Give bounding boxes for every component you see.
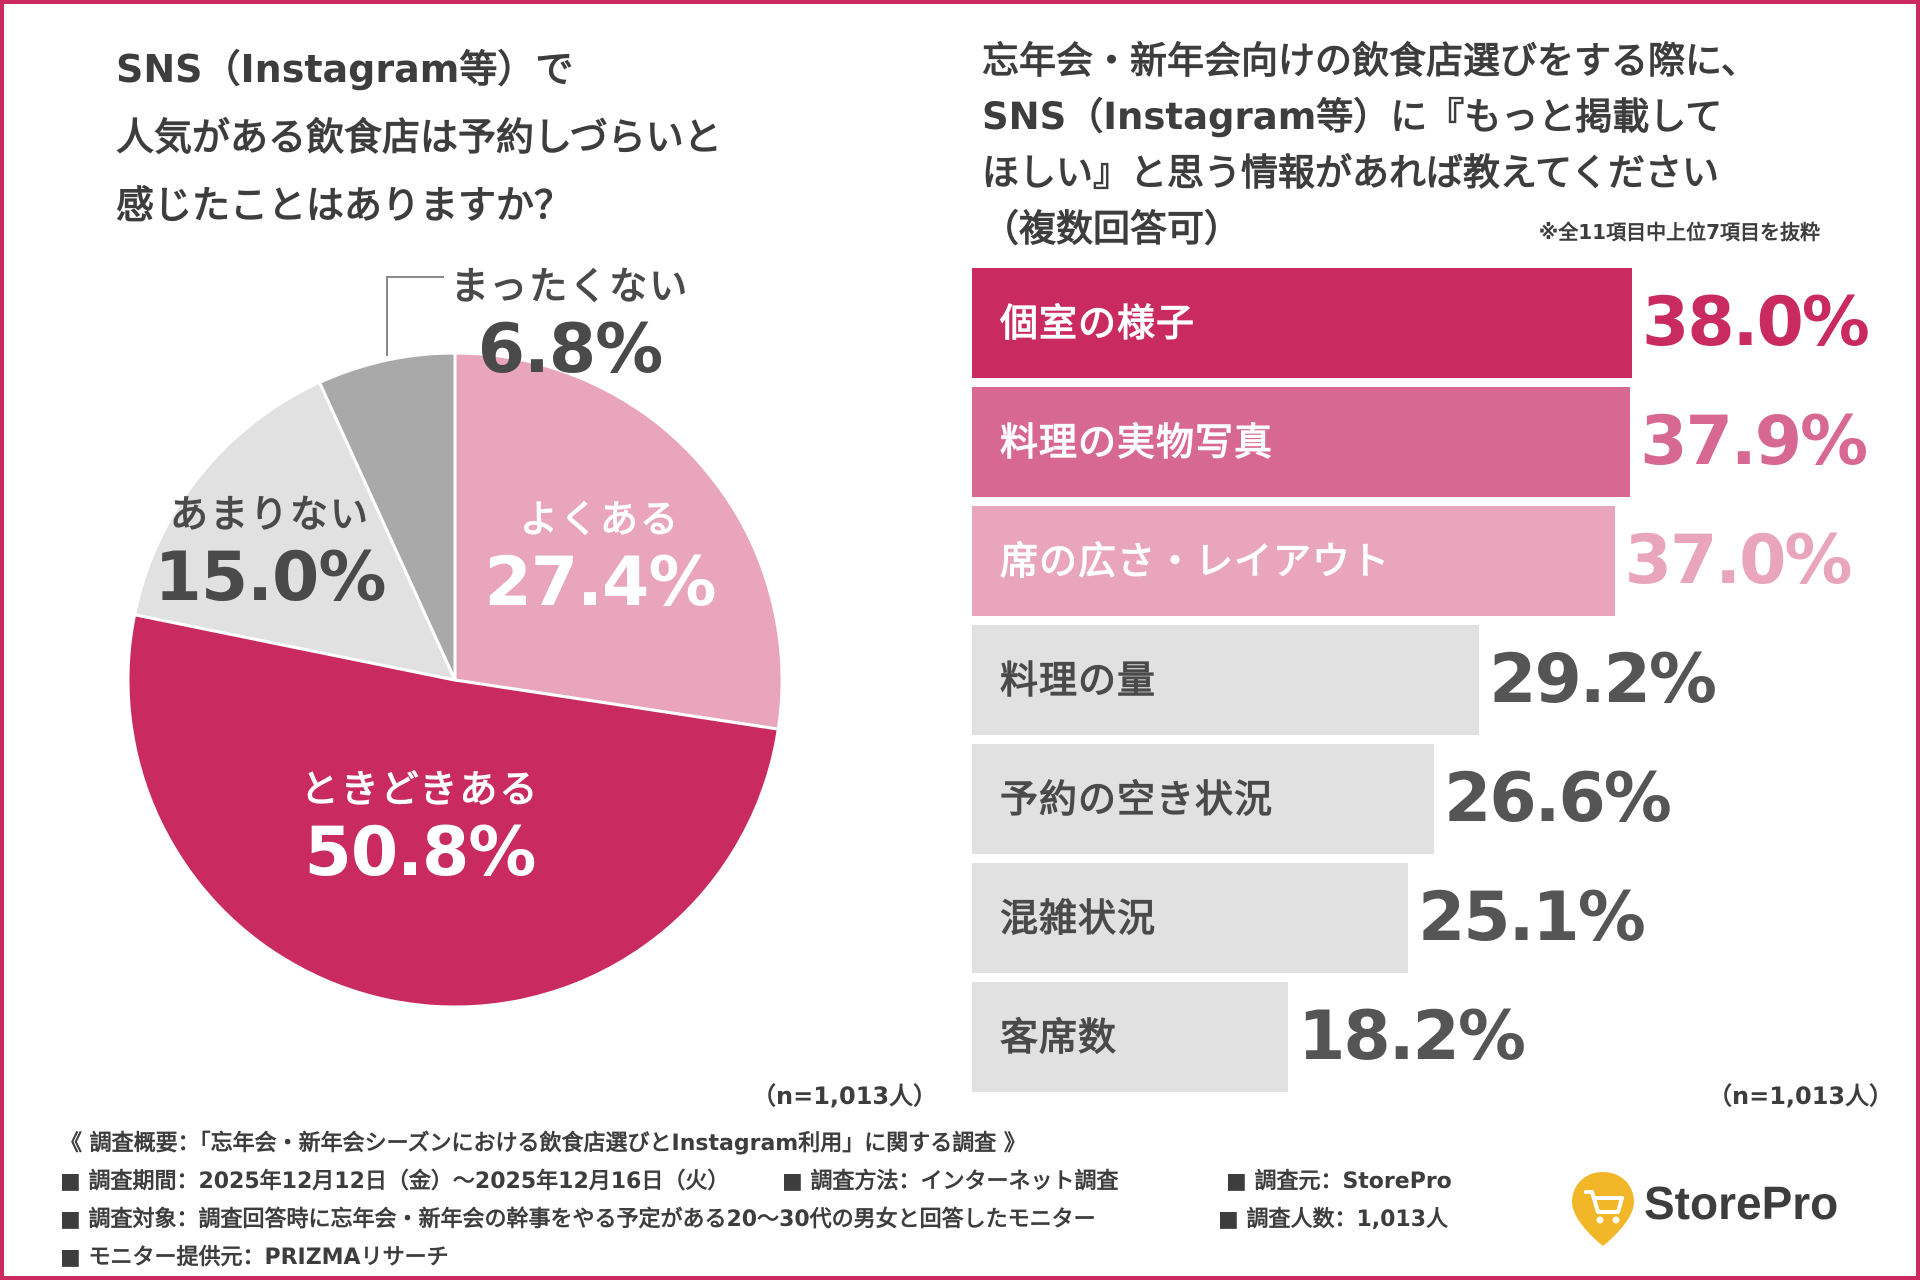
survey-method: ■ 調査方法：インターネット調査 [782,1169,1119,1194]
bar-value-label: 38.0% [1642,283,1870,362]
leader-line [386,276,388,356]
pie-slice-name: あまりない [169,492,371,536]
bar-value-label: 37.9% [1640,402,1868,481]
pie-slice-value: 15.0% [154,538,387,617]
bar-label: 席の広さ・レイアウト [1000,539,1391,583]
bar-rect [972,863,1408,973]
bar-value-label: 29.2% [1489,640,1717,719]
pie-slice-value: 6.8% [477,310,664,389]
bar-title-line: （複数回答可） [982,207,1241,250]
pie-slice-1 [126,612,780,1009]
pie-label-mattaku-nai: まったくない 6.8% [451,255,689,389]
bar-label: 料理の量 [1000,658,1157,702]
pie-slice-name: まったくない [450,264,690,308]
bar-label: 料理の実物写真 [1000,420,1274,464]
pie-title-line: SNS（Instagram等）で [116,47,574,91]
pie-slice-name: ときどきある [300,767,540,811]
survey-period: ■ 調査期間：2025年12月12日（金）〜2025年12月16日（火） [60,1169,730,1194]
shopping-cart-pin-icon [1572,1172,1634,1246]
pie-title-line: 感じたことはありますか？ [116,183,573,227]
leader-line [386,276,444,278]
survey-count: ■ 調査人数：1,013人 [1218,1207,1449,1232]
bar-sample-note: （n=1,013人） [1708,1082,1894,1110]
bar-rect [972,625,1480,735]
bar-rect [972,744,1434,854]
pie-slice-value: 27.4% [484,543,717,622]
bar-title-line: ほしい』と思う情報があれば教えてください [982,151,1720,194]
logo-text: StorePro [1644,1177,1839,1229]
bar-value-label: 25.1% [1417,878,1646,957]
survey-provider: ■ モニター提供元：PRIZMAリサーチ [60,1245,449,1270]
bar-title-line: 忘年会・新年会向けの飲食店選びをする際に、 [982,39,1758,82]
survey-title: 《 調査概要：「忘年会・新年会シーズンにおける飲食店選びとInstagram利用… [60,1131,1026,1156]
bar-label: 客席数 [1000,1015,1118,1059]
pie-slice-2 [132,380,458,683]
pie-slice-0 [453,351,784,731]
pie-sample-note: （n=1,013人） [752,1082,938,1110]
storepro-logo: StorePro [1568,1168,1888,1248]
pie-label-amari-nai: あまりない 15.0% [154,483,387,617]
bar-title-line: SNS（Instagram等）に『もっと掲載して [982,95,1723,138]
bar-rect [972,268,1632,378]
bar-label: 混雑状況 [1000,896,1157,940]
pie-chart [126,351,784,1009]
bar-label: 個室の様子 [1000,301,1196,345]
bar-value-label: 26.6% [1444,759,1672,838]
bar-rect [972,982,1289,1092]
bar-chart-note: ※全11項目中上位7項目を抜粋 [1538,220,1820,244]
survey-target: ■ 調査対象：調査回答時に忘年会・新年会の幹事をやる予定がある20〜30代の男女… [60,1207,1096,1232]
pie-slice-name: よくある [519,497,681,541]
survey-source: ■ 調査元：StorePro [1226,1169,1452,1194]
bar-label: 予約の空き状況 [1000,777,1274,821]
pie-title-line: 人気がある飲食店は予約しづらいと [116,115,722,159]
pie-label-yoku-aru: よくある 27.4% [484,488,717,622]
bar-rect [972,387,1631,497]
bar-value-label: 18.2% [1298,997,1526,1076]
pie-label-tokidoki-aru: ときどきある 50.8% [301,758,540,892]
pie-slice-value: 50.8% [304,813,537,892]
pie-slice-3 [317,351,457,681]
bar-value-label: 37.0% [1624,521,1853,600]
bar-rect [972,506,1615,616]
